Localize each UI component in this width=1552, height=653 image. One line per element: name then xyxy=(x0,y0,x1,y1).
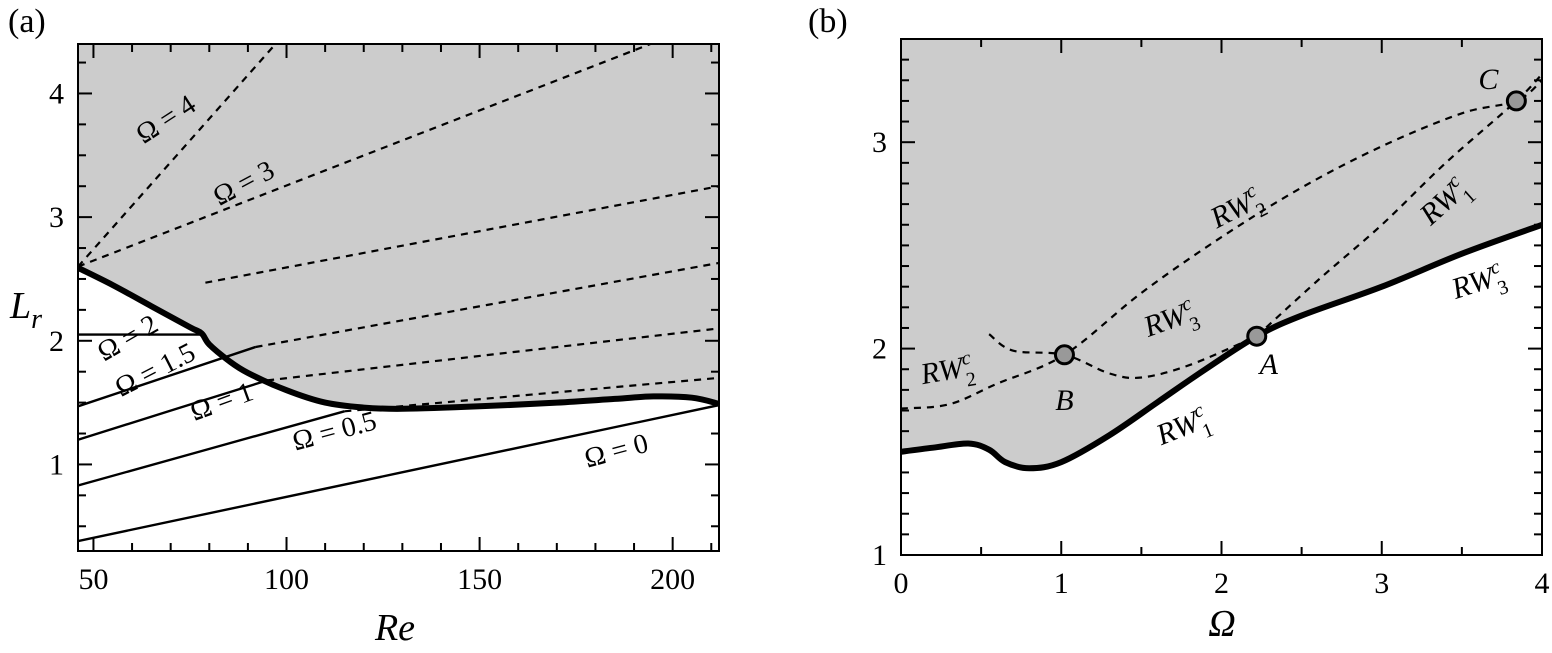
panel-b-x-tick-label: 1 xyxy=(1054,567,1069,600)
panel-a-y-tick-label: 3 xyxy=(49,201,64,234)
panel-a-frame xyxy=(77,43,720,552)
curve-dashed xyxy=(267,327,719,382)
curve-dashed xyxy=(78,44,654,268)
curve-solid xyxy=(78,379,268,441)
panel-b-x-tick-label: 2 xyxy=(1214,567,1229,600)
panel-b-label: (b) xyxy=(808,3,848,40)
curve-solid xyxy=(78,403,719,543)
curve-dashed xyxy=(205,185,719,284)
point-b xyxy=(1053,344,1075,366)
curve-dashed xyxy=(988,333,1258,380)
curve-label: RWc2 xyxy=(917,346,978,399)
curve-label: RWc1 xyxy=(1150,398,1217,459)
panel-b-x-axis-label: Ω xyxy=(1208,603,1235,645)
unstable-region xyxy=(78,44,719,409)
panel-a-y-tick-label: 4 xyxy=(49,77,64,110)
panel-a-x-tick-label: 150 xyxy=(457,563,502,596)
panel-a-label: (a) xyxy=(8,3,46,40)
point-c-label: C xyxy=(1478,63,1499,96)
panel-a-x-tick-label: 50 xyxy=(78,563,108,596)
panel-b-y-tick-label: 3 xyxy=(872,126,887,159)
point-a-label: A xyxy=(1258,348,1279,381)
curve-dashed xyxy=(344,376,719,413)
panel-a-x-axis-label: Re xyxy=(374,607,415,649)
curve-label: RWc3 xyxy=(1446,255,1512,314)
point-c xyxy=(1505,90,1527,112)
panel-b-frame xyxy=(900,38,1543,556)
panel-a-y-tick-label: 1 xyxy=(49,448,64,481)
curve-dashed xyxy=(255,261,719,349)
unstable-region xyxy=(901,39,1542,469)
curve-label: Ω = 1 xyxy=(186,376,257,427)
curve-solid xyxy=(78,345,256,408)
curve-dashed xyxy=(78,44,277,268)
curve-solid xyxy=(78,410,345,487)
curve-dashed xyxy=(901,79,1542,410)
panel-b-x-tick-label: 3 xyxy=(1374,567,1389,600)
point-a xyxy=(1246,325,1268,347)
panel-a-y-tick-label: 2 xyxy=(49,325,64,358)
panel-b-y-tick-label: 1 xyxy=(872,539,887,572)
panel-a-x-tick-label: 100 xyxy=(264,563,309,596)
stability-boundary xyxy=(78,265,719,412)
panel-a: Ω = 4Ω = 3Ω = 2Ω = 1.5Ω = 1Ω = 0.5 Ω = 0 … xyxy=(8,3,720,649)
curve-dashed xyxy=(1256,73,1542,338)
stability-boundary xyxy=(901,221,1542,472)
panel-b-x-tick-label: 0 xyxy=(894,567,909,600)
panel-b-y-tick-label: 2 xyxy=(872,333,887,366)
panel-b-x-tick-label: 4 xyxy=(1535,567,1550,600)
panel-a-y-axis-label: Lr xyxy=(9,285,42,335)
panel-a-x-tick-label: 200 xyxy=(650,563,695,596)
curve-label: Ω = 0 xyxy=(581,428,651,475)
point-b-label: B xyxy=(1055,384,1073,417)
